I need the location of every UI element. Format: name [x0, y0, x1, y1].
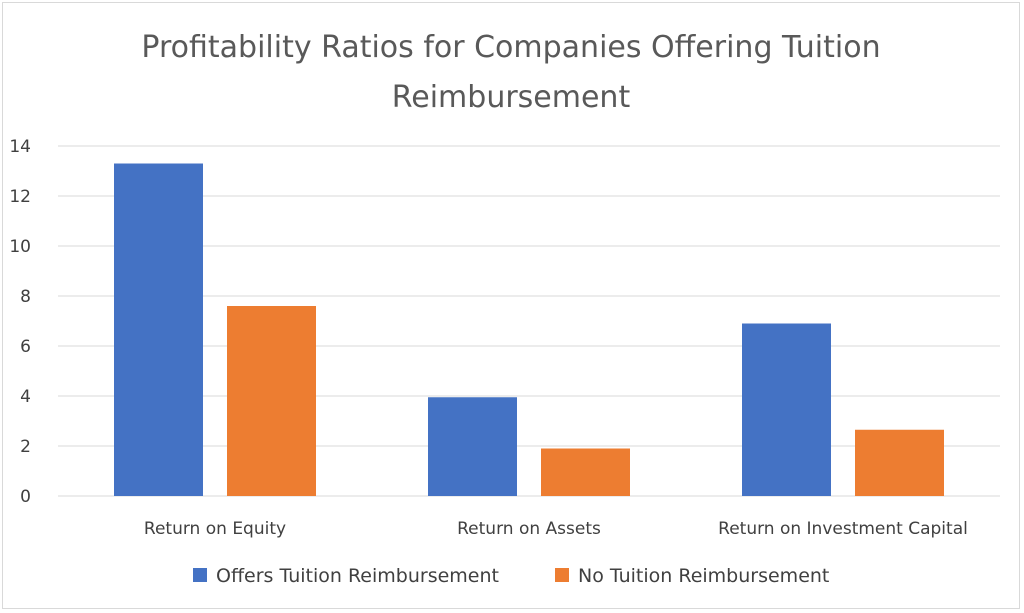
legend-swatch-0 — [193, 568, 207, 582]
x-category-label: Return on Assets — [457, 519, 601, 539]
y-axis-ticks: 0 2 4 6 8 10 12 14 — [9, 137, 31, 507]
bar-no-2 — [855, 429, 944, 496]
y-tick-label: 0 — [20, 487, 31, 507]
chart-title-line-2: Reimbursement — [392, 80, 631, 115]
legend: Offers Tuition Reimbursement No Tuition R… — [193, 565, 829, 587]
bar-no-1 — [541, 448, 630, 496]
y-tick-label: 6 — [20, 337, 31, 357]
x-category-label: Return on Investment Capital — [718, 519, 968, 539]
x-category-label: Return on Equity — [144, 519, 286, 539]
y-tick-label: 12 — [9, 187, 31, 207]
bar-offers-0 — [114, 163, 203, 496]
y-tick-label: 10 — [9, 237, 31, 257]
bar-no-0 — [227, 306, 316, 496]
legend-swatch-1 — [555, 568, 569, 582]
gridlines — [58, 145, 1000, 497]
y-tick-label: 4 — [20, 387, 31, 407]
bar-offers-2 — [742, 323, 831, 496]
legend-label-0: Offers Tuition Reimbursement — [216, 565, 499, 587]
bars — [114, 163, 944, 496]
legend-label-1: No Tuition Reimbursement — [578, 565, 829, 587]
y-tick-label: 14 — [9, 137, 31, 157]
x-axis-categories: Return on Equity Return on Assets Return o… — [144, 519, 968, 539]
bar-offers-1 — [428, 397, 517, 496]
y-tick-label: 2 — [20, 437, 31, 457]
y-tick-label: 8 — [20, 287, 31, 307]
chart-title-line-1: Profitability Ratios for Companies Offer… — [141, 30, 880, 65]
